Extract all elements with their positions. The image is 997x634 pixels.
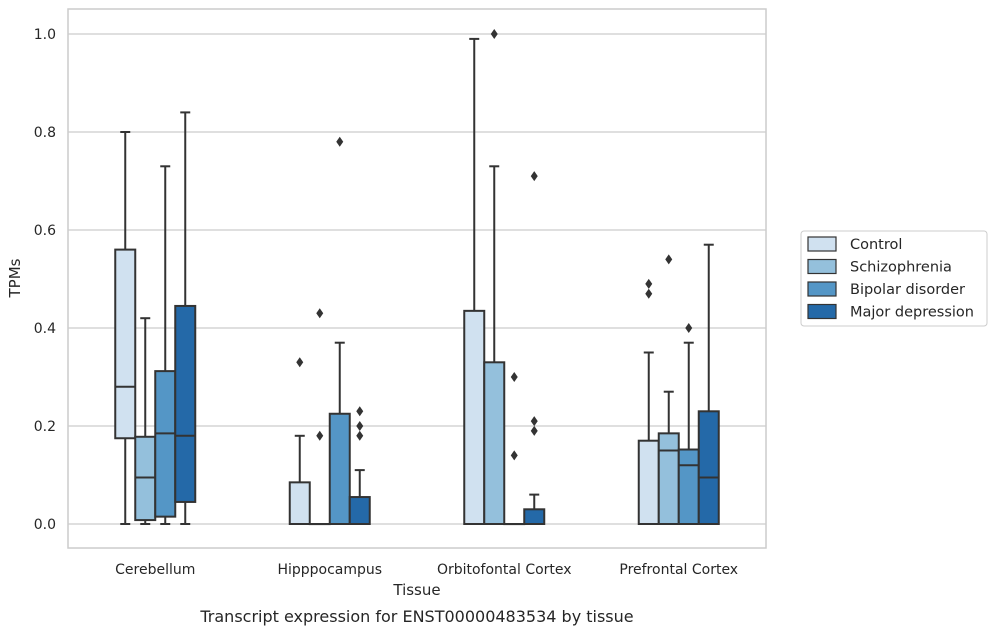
box-1-3: [657, 254, 680, 526]
legend: Control Schizophrenia Bipolar disorder Majo…: [800, 230, 988, 327]
box-body: [637, 439, 660, 526]
chart-caption: Transcript expression for ENST0000048353…: [199, 607, 633, 626]
outlier-point: [356, 421, 364, 431]
box-3-3: [697, 243, 720, 525]
legend-label: Major depression: [850, 305, 974, 321]
outlier-point: [356, 406, 364, 417]
x-tick-label: Prefrontal Cortex: [619, 562, 738, 578]
y-tick-label: 0.2: [34, 419, 56, 435]
box-body: [677, 448, 700, 525]
box-body: [463, 309, 486, 525]
box-1-2: [483, 29, 506, 525]
box-0-1: [288, 357, 311, 526]
outlier-point: [685, 323, 693, 333]
legend-swatch: [807, 303, 837, 320]
x-tick-label: Hipppocampus: [277, 562, 382, 578]
box-body: [348, 496, 371, 525]
box-2-3: [677, 323, 700, 525]
y-tick-label: 0.4: [34, 321, 56, 337]
legend-items: Control Schizophrenia Bipolar disorder Majo…: [807, 236, 974, 321]
box-3-0: [174, 111, 197, 525]
outlier-point: [645, 288, 653, 299]
box-2-1: [328, 136, 351, 525]
box-1-0: [134, 317, 157, 525]
box-3-2: [523, 171, 546, 525]
outlier-point: [530, 416, 538, 427]
outlier-point: [296, 357, 304, 368]
box-body: [523, 508, 546, 525]
box-2-2: [503, 372, 526, 526]
legend-label: Bipolar disorder: [850, 282, 965, 298]
box-body: [288, 481, 311, 526]
box-2-0: [154, 165, 177, 525]
y-axis-label: TPMs: [6, 258, 24, 298]
outlier-point: [645, 278, 653, 289]
legend-swatch: [807, 281, 837, 297]
outlier-point: [510, 372, 518, 382]
x-axis-ticks: Cerebellum Hipppocampus Orbitofontal Corte…: [115, 562, 738, 578]
box-body: [174, 304, 197, 503]
box-0-3: [637, 278, 660, 526]
box-3-1: [348, 406, 371, 525]
x-axis-label: Tissue: [392, 581, 440, 599]
plot-frame: [67, 8, 767, 549]
y-axis-ticks: 0.0 0.2 0.4 0.6 0.8 1.0: [34, 27, 56, 533]
legend-swatch: [807, 258, 837, 275]
box-body: [114, 248, 137, 440]
outlier-point: [665, 254, 673, 265]
outlier-point: [530, 171, 538, 182]
legend-frame: [800, 230, 988, 327]
boxes: [114, 29, 720, 526]
y-tick-label: 0.8: [34, 125, 56, 141]
legend-label: Control: [850, 237, 902, 253]
x-tick-label: Cerebellum: [115, 562, 195, 578]
legend-label: Schizophrenia: [850, 260, 952, 276]
outlier-point: [356, 430, 364, 441]
box-body: [154, 370, 177, 518]
box-0-0: [114, 131, 137, 525]
box-body: [657, 432, 680, 526]
box-body: [328, 412, 351, 525]
outlier-point: [316, 430, 324, 441]
outlier-point: [530, 425, 538, 436]
outlier-point: [490, 29, 498, 39]
y-tick-label: 1.0: [34, 27, 56, 43]
outlier-point: [336, 136, 344, 147]
box-body: [483, 361, 506, 525]
outlier-point: [510, 450, 518, 461]
x-tick-label: Orbitofontal Cortex: [437, 562, 572, 578]
legend-swatch: [807, 236, 837, 252]
y-tick-label: 0.0: [34, 517, 56, 533]
box-0-2: [463, 37, 486, 525]
outlier-point: [316, 308, 324, 319]
y-tick-label: 0.6: [34, 223, 56, 239]
box-body: [697, 410, 720, 525]
box-1-1: [308, 308, 331, 526]
